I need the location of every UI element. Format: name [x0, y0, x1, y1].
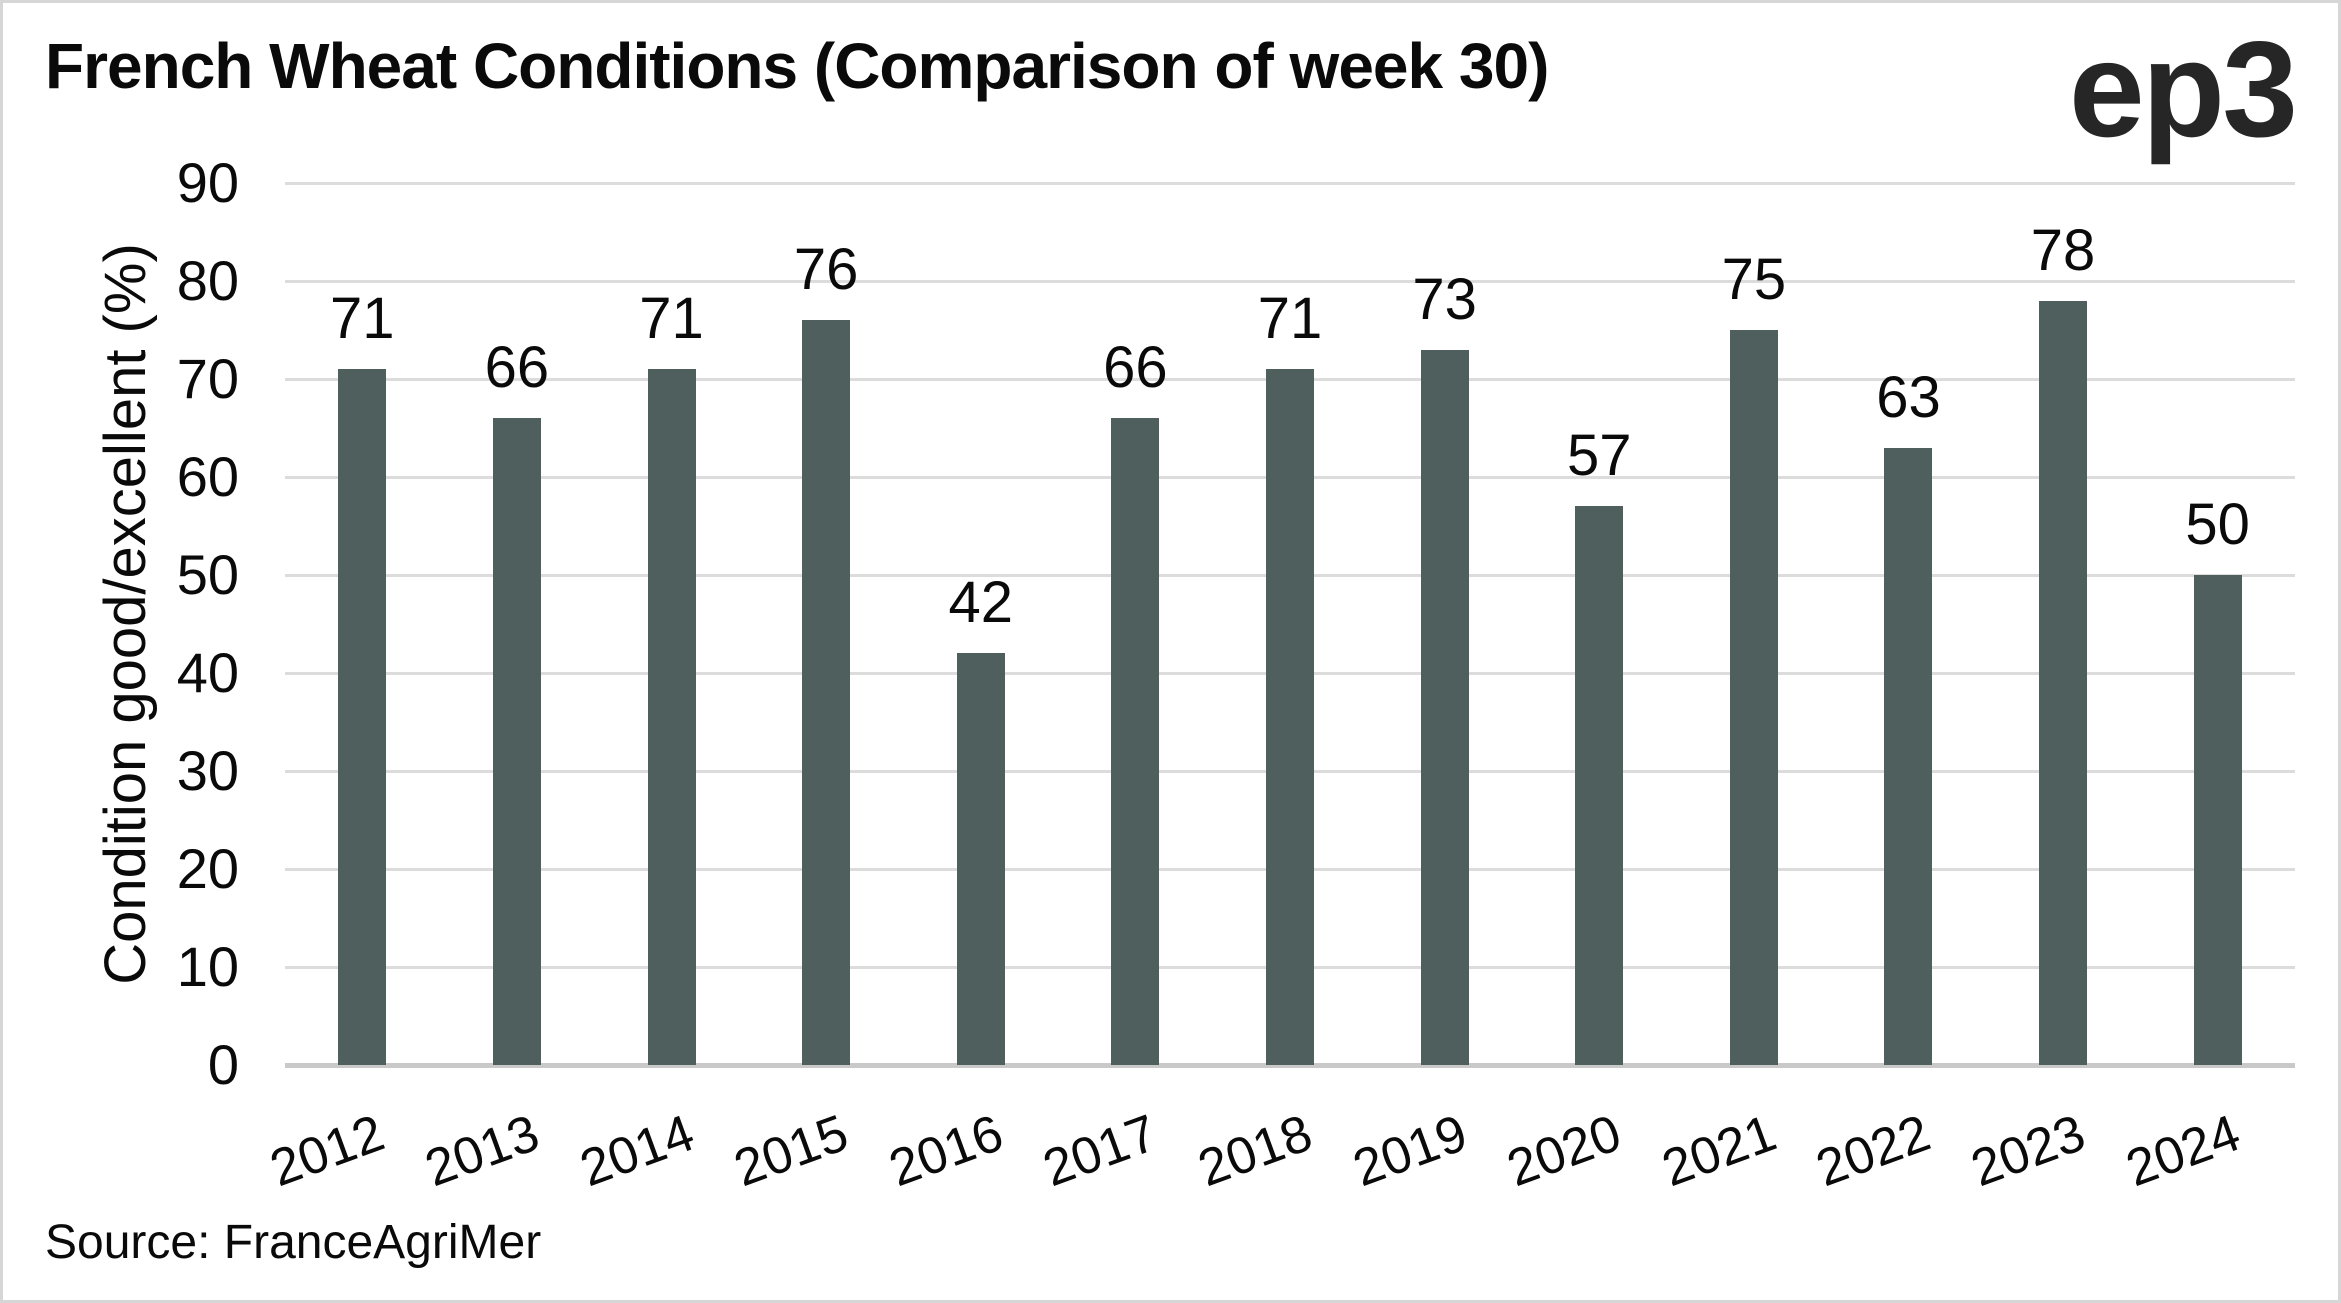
- value-label-2023: 78: [2030, 217, 2096, 283]
- x-tick-label-2012: 2012: [263, 1104, 392, 1199]
- chart-title: French Wheat Conditions (Comparison of w…: [45, 30, 1549, 102]
- y-tick-label-30: 30: [176, 739, 239, 802]
- x-tick-label-2023: 2023: [1964, 1104, 2093, 1199]
- bar-2020: [1575, 506, 1624, 1065]
- x-axis-line: [285, 1063, 2295, 1068]
- y-tick-label-80: 80: [176, 249, 239, 312]
- value-label-2017: 66: [1103, 335, 1168, 401]
- bar-2015: [802, 320, 851, 1065]
- y-tick-label-20: 20: [176, 837, 239, 900]
- bar-2013: [492, 418, 541, 1065]
- y-tick-label-70: 70: [176, 347, 239, 410]
- value-label-2019: 73: [1412, 266, 1477, 332]
- y-tick-label-10: 10: [176, 935, 239, 998]
- plot-area: 0 10 20 30 40 50 60 70 80 90 71 2012 66 2013 71 2014 76 2…: [3, 3, 2338, 1300]
- bar-2014: [647, 369, 696, 1065]
- x-tick-label-2018: 2018: [1190, 1104, 1320, 1199]
- value-label-2015: 76: [793, 237, 859, 303]
- bar-2023: [2039, 300, 2088, 1065]
- bar-2016: [956, 653, 1005, 1065]
- x-tick-label-2021: 2021: [1654, 1104, 1784, 1199]
- x-tick-label-2014: 2014: [572, 1104, 702, 1199]
- value-label-2018: 71: [1257, 286, 1323, 352]
- y-tick-label-0: 0: [207, 1033, 239, 1096]
- gridline-80: [285, 279, 2295, 283]
- x-tick-label-2022: 2022: [1809, 1104, 1938, 1199]
- value-label-2016: 42: [948, 570, 1014, 636]
- bar-2012: [338, 369, 387, 1065]
- x-tick-label-2016: 2016: [881, 1104, 1011, 1199]
- x-tick-label-2013: 2013: [417, 1104, 547, 1199]
- value-label-2014: 71: [639, 286, 704, 352]
- y-tick-label-60: 60: [176, 445, 239, 508]
- value-label-2013: 66: [484, 335, 550, 401]
- y-tick-label-50: 50: [176, 543, 239, 606]
- value-label-2012: 71: [330, 286, 395, 352]
- x-tick-label-2017: 2017: [1036, 1104, 1165, 1199]
- x-tick-label-2024: 2024: [2118, 1104, 2248, 1199]
- x-tick-label-2020: 2020: [1500, 1104, 1629, 1199]
- y-tick-label-40: 40: [176, 641, 239, 704]
- x-tick-label-2015: 2015: [727, 1104, 856, 1199]
- y-tick-label-90: 90: [176, 151, 239, 214]
- source-note: Source: FranceAgriMer: [45, 1216, 542, 1269]
- gridline-90: [285, 181, 2295, 185]
- value-label-2024: 50: [2185, 492, 2250, 557]
- value-label-2020: 57: [1566, 423, 1632, 489]
- bar-2024: [2193, 575, 2242, 1065]
- ep3-logo: ep3: [2069, 13, 2298, 165]
- value-label-2021: 75: [1721, 247, 1787, 312]
- value-label-2022: 63: [1876, 364, 1941, 430]
- bar-2018: [1266, 369, 1314, 1065]
- bar-2022: [1884, 447, 1933, 1065]
- bar-2017: [1111, 418, 1160, 1065]
- x-tick-label-2019: 2019: [1345, 1104, 1475, 1199]
- bar-2021: [1729, 330, 1778, 1065]
- bar-2019: [1420, 349, 1469, 1065]
